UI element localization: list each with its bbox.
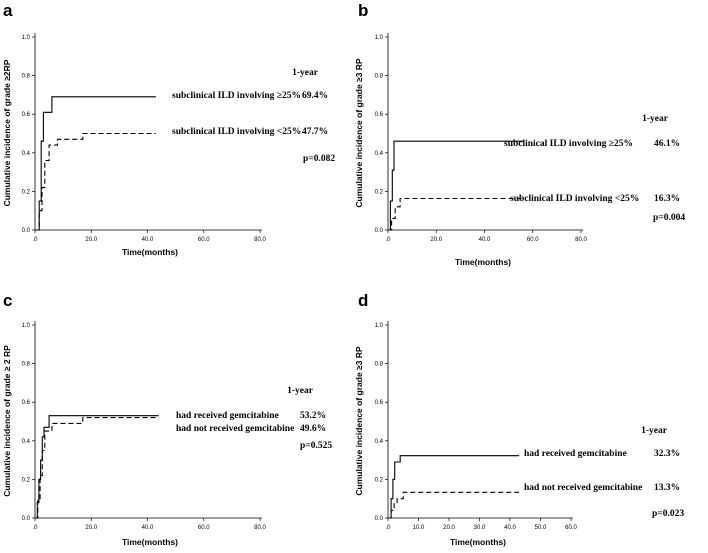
series-rate: 47.7% (302, 127, 328, 137)
rate-header: 1-year (292, 68, 319, 78)
p-value: p=0.082 (303, 154, 335, 164)
rate-header: 1-year (641, 426, 668, 436)
y-tick-label: 1.0 (22, 323, 31, 329)
rate-header: 1-year (642, 114, 669, 124)
x-axis-title: Time(months) (122, 537, 178, 547)
x-tick-label: 60.0 (198, 237, 210, 243)
x-tick-label: 40.0 (142, 237, 154, 243)
y-tick-label: 0.4 (375, 151, 384, 157)
x-tick-label: 40.0 (142, 525, 154, 531)
p-value: p=0.004 (653, 213, 685, 223)
y-axis-title: Cumulative incidence of grade ≥3 RP (354, 346, 364, 496)
x-tick-label: .0 (32, 525, 38, 531)
series-label: subclinical ILD involving ≥25% (172, 91, 301, 101)
series-rate: 49.6% (300, 424, 326, 434)
rate-header: 1-year (287, 386, 314, 396)
x-tick-label: .0 (385, 525, 391, 531)
x-tick-label: 20.0 (85, 525, 97, 531)
x-tick-label: 80.0 (575, 237, 587, 243)
x-tick-label: 60.0 (565, 525, 577, 531)
panel-d: d 0.0 0.2 0.4 0.6 0.8 1.0 .0 10.0 20.0 30.0 40.0 50.… (354, 291, 684, 547)
x-tick-label: 80.0 (254, 525, 266, 531)
x-tick-label: 60.0 (527, 237, 539, 243)
series-rate: 16.3% (654, 194, 680, 204)
x-tick-label: 60.0 (198, 525, 210, 531)
series-label: had received gemcitabine (176, 411, 279, 421)
series-rate: 13.3% (654, 483, 680, 493)
series-rate: 53.2% (300, 411, 326, 421)
y-tick-label: 0.4 (22, 439, 31, 445)
y-tick-label: 0.8 (22, 362, 31, 368)
x-tick-label: 20.0 (430, 237, 442, 243)
y-tick-label: 0.8 (375, 362, 384, 368)
y-axis-title: Cumulative incidence of grade ≥2RP (2, 59, 12, 206)
x-tick-label: 30.0 (474, 525, 486, 531)
x-tick-label: 20.0 (443, 525, 455, 531)
p-value: p=0.023 (652, 509, 684, 519)
x-tick-label: 40.0 (504, 525, 516, 531)
km-curve-solid (388, 140, 524, 231)
series-rate: 46.1% (654, 139, 680, 149)
series-label: had not received gemcitabine (524, 483, 642, 493)
km-curve-solid (35, 415, 159, 519)
x-tick-label: .0 (385, 237, 391, 243)
series-label: subclinical ILD involving <25% (510, 194, 639, 204)
panel-letter: a (3, 1, 13, 20)
km-curve-dashed (35, 417, 159, 519)
panel-letter: c (3, 291, 12, 310)
y-tick-label: 0.0 (375, 516, 384, 522)
series-label: had not received gemcitabine (176, 424, 294, 434)
y-tick-label: 0.6 (375, 400, 384, 406)
y-tick-label: 0.0 (375, 228, 384, 234)
p-value: p=0.525 (300, 441, 332, 451)
x-tick-label: .0 (32, 237, 38, 243)
y-tick-label: 1.0 (375, 323, 384, 329)
y-tick-label: 0.2 (375, 189, 384, 195)
km-curve-dashed (35, 132, 156, 231)
panel-letter: b (358, 1, 368, 20)
series-label: subclinical ILD involving <25% (172, 127, 301, 137)
y-tick-label: 1.0 (22, 35, 31, 41)
x-axis-title: Time(months) (450, 537, 506, 547)
series-label: subclinical ILD involving ≥25% (504, 139, 633, 149)
y-tick-label: 0.2 (22, 477, 31, 483)
x-axis-title: Time(months) (455, 257, 511, 267)
y-tick-label: 0.0 (22, 516, 31, 522)
km-curve-dashed (388, 491, 520, 519)
x-tick-label: 50.0 (535, 525, 547, 531)
x-tick-label: 10.0 (413, 525, 425, 531)
y-tick-label: 0.4 (375, 439, 384, 445)
x-axis-title: Time(months) (122, 247, 178, 257)
y-tick-label: 0.4 (22, 151, 31, 157)
y-tick-label: 0.6 (22, 112, 31, 118)
panel-b: b 0.0 0.2 0.4 0.6 0.8 1.0 .0 20.0 40.0 60.0 80.0 Tim… (354, 1, 685, 267)
panel-letter: d (358, 291, 368, 310)
series-label: had received gemcitabine (524, 449, 627, 459)
x-tick-label: 40.0 (479, 237, 491, 243)
y-tick-label: 0.8 (375, 74, 384, 80)
y-axis-title: Cumulative incidence of grade ≥ 2 RP (2, 345, 12, 497)
x-tick-label: 20.0 (85, 237, 97, 243)
series-rate: 32.3% (654, 449, 680, 459)
y-tick-label: 0.6 (22, 400, 31, 406)
panel-c: c 0.0 0.2 0.4 0.6 0.8 1.0 .0 20.0 40.0 60.0 80.0 Tim… (2, 291, 332, 547)
x-tick-label: 80.0 (254, 237, 266, 243)
y-tick-label: 0.0 (22, 228, 31, 234)
km-curve-solid (388, 455, 520, 519)
y-tick-label: 0.8 (22, 74, 31, 80)
y-tick-label: 0.2 (22, 189, 31, 195)
km-curve-dashed (388, 197, 524, 231)
km-curve-solid (35, 96, 156, 231)
y-tick-label: 0.6 (375, 112, 384, 118)
y-axis-title: Cumulative incidence of grade ≥3 RP (354, 58, 364, 208)
panel-a: a 0.0 0.2 0.4 0.6 0.8 1.0 .0 20.0 40.0 60.0 80.0 Tim… (2, 1, 335, 257)
y-tick-label: 0.2 (375, 477, 384, 483)
y-tick-label: 1.0 (375, 35, 384, 41)
series-rate: 69.4% (302, 91, 328, 101)
